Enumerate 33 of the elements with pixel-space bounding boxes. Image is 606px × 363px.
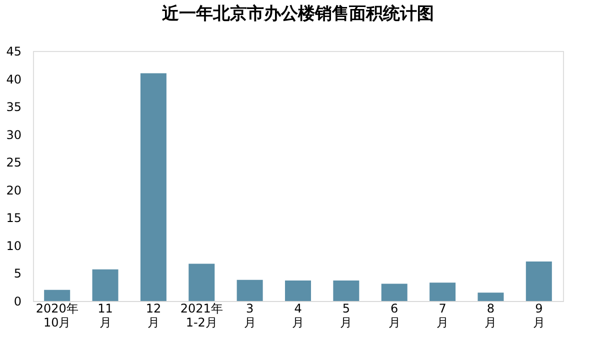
bar: [430, 282, 456, 301]
x-tick-label: 11 月: [98, 302, 113, 330]
y-tick-label: 10: [6, 238, 22, 253]
chart-title: 近一年北京市办公楼销售面积统计图: [161, 4, 434, 24]
x-tick-label: 2020年 10月: [36, 302, 78, 330]
x-tick-label: 7 月: [436, 302, 449, 330]
x-tick-label: 5 月: [340, 302, 352, 330]
bar: [478, 292, 504, 301]
x-tick-label: 3 月: [244, 302, 256, 330]
y-tick-label: 0: [14, 294, 22, 308]
x-tick-label: 6 月: [388, 302, 400, 330]
x-tick-label: 4 月: [292, 302, 304, 330]
bar: [44, 290, 70, 301]
y-tick-label: 25: [6, 156, 22, 170]
y-tick-label: 5: [14, 266, 22, 281]
y-tick-label: 15: [6, 211, 22, 226]
bar: [333, 280, 360, 301]
x-tick-label: 9 月: [532, 302, 545, 330]
bar: [92, 269, 118, 301]
bar: [140, 73, 166, 301]
x-tick-label: 12 月: [146, 302, 162, 330]
y-tick-label: 30: [6, 128, 22, 142]
y-tick-label: 40: [6, 72, 22, 86]
y-tick-label: 45: [6, 44, 22, 58]
y-tick-label: 20: [6, 183, 22, 198]
bar: [526, 262, 552, 301]
bar: [236, 280, 263, 301]
x-tick-label: 2021年 1-2月: [180, 302, 223, 330]
bar: [381, 284, 408, 301]
bar: [188, 264, 215, 301]
bar: [285, 280, 311, 301]
x-tick-label: 8 月: [484, 302, 497, 330]
y-tick-label: 35: [6, 100, 22, 114]
